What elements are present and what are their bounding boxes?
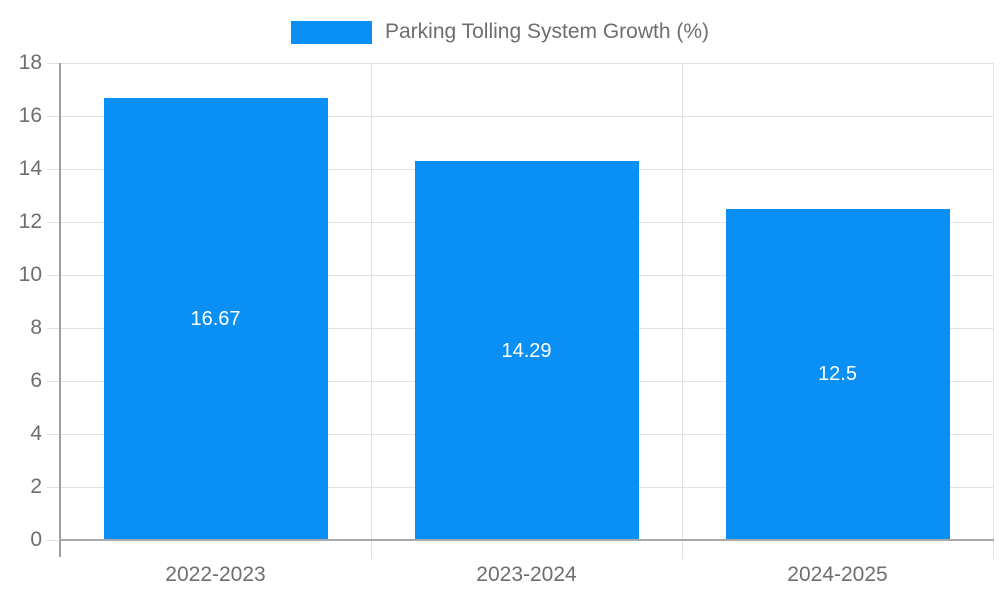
y-axis-tick-label: 14 [18, 157, 42, 180]
y-tick-mark [47, 115, 60, 117]
y-tick-mark [47, 380, 60, 382]
y-axis-tick-label: 8 [30, 316, 42, 339]
v-gridline [681, 63, 683, 540]
y-axis-tick-label: 0 [30, 528, 42, 551]
y-axis-tick-label: 4 [30, 422, 42, 445]
bar-value-label: 12.5 [818, 363, 857, 386]
plot-area: 0 2 4 6 8 10 12 14 16 18 16.67 2022-2023 14.29 2023-2… [19, 51, 994, 586]
y-axis-line [59, 63, 61, 557]
y-axis-tick-label: 6 [30, 369, 42, 392]
v-gridline [992, 63, 994, 540]
y-tick-mark [47, 274, 60, 276]
h-gridline [60, 62, 993, 64]
x-axis-tick-label: 2023-2024 [476, 563, 577, 586]
y-axis-tick-label: 12 [18, 210, 42, 233]
y-tick-mark [47, 433, 60, 435]
y-tick-mark [47, 539, 60, 541]
legend-label: Parking Tolling System Growth (%) [384, 20, 710, 43]
chart-legend[interactable]: Parking Tolling System Growth (%) [0, 20, 1000, 44]
x-axis-tick-label: 2022-2023 [165, 563, 266, 586]
bar-value-label: 16.67 [190, 308, 241, 331]
y-axis-tick-label: 2 [30, 475, 42, 498]
y-tick-mark [47, 327, 60, 329]
v-gridline [370, 63, 372, 540]
x-tick-mark [681, 541, 683, 559]
legend-swatch [290, 20, 372, 44]
bar-value-label: 14.29 [501, 339, 552, 362]
y-tick-mark [47, 168, 60, 170]
x-axis-line [59, 539, 994, 541]
bar[interactable] [725, 208, 950, 540]
y-axis-tick-label: 10 [18, 263, 42, 286]
y-axis-tick-label: 16 [18, 104, 42, 127]
x-axis-tick-label: 2024-2025 [787, 563, 888, 586]
h-gridline [60, 115, 993, 117]
x-tick-mark [992, 541, 994, 559]
bar[interactable] [103, 98, 328, 540]
y-tick-mark [47, 62, 60, 64]
y-tick-mark [47, 221, 60, 223]
y-axis-tick-label: 18 [18, 51, 42, 74]
x-tick-mark [370, 541, 372, 559]
y-tick-mark [47, 486, 60, 488]
bar[interactable] [414, 161, 639, 540]
